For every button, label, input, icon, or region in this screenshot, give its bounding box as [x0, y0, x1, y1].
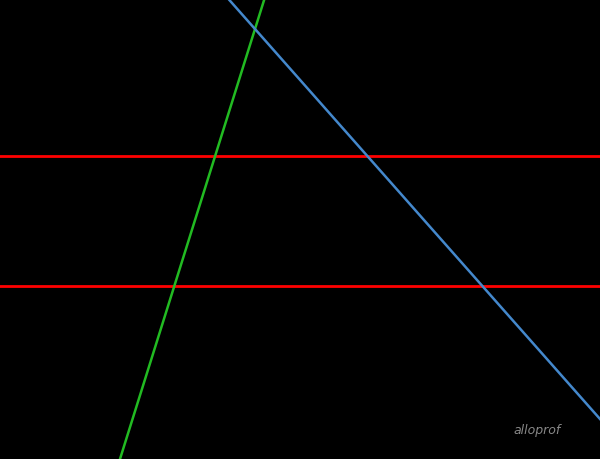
Text: alloprof: alloprof — [514, 423, 560, 436]
